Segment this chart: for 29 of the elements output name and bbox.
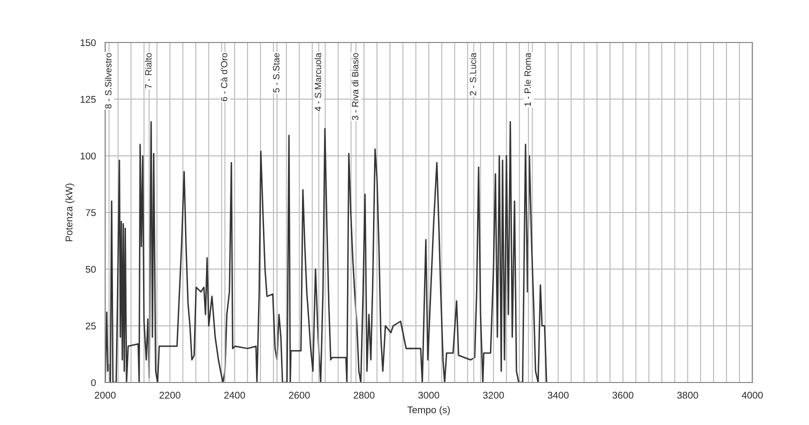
x-tick-label: 2600 bbox=[289, 392, 310, 399]
ref-line-label: 2 - S.Lucia bbox=[470, 52, 476, 96]
y-tick-label: 125 bbox=[80, 96, 96, 103]
x-tick-label: 2000 bbox=[94, 392, 116, 399]
x-axis-title: Tempo (s) bbox=[407, 406, 450, 416]
x-tick-label: 3400 bbox=[548, 392, 569, 399]
ref-line-label: 8 - S.Silvestro bbox=[104, 53, 112, 108]
ref-line-label: 5 - S.Stae bbox=[273, 53, 280, 92]
ref-line-label: 4 - S.Marcuola bbox=[314, 52, 322, 112]
x-tick-label: 3600 bbox=[612, 392, 634, 399]
x-tick-label: 2800 bbox=[354, 392, 374, 399]
x-tick-label: 3000 bbox=[418, 392, 440, 399]
ref-line-label: 7 - Rialto bbox=[144, 53, 152, 88]
y-tick-label: 100 bbox=[80, 152, 96, 160]
x-tick-label: 2200 bbox=[160, 392, 180, 399]
x-tick-label: 3200 bbox=[483, 392, 504, 399]
x-tick-label: 2400 bbox=[224, 392, 246, 399]
y-tick-label: 0 bbox=[91, 379, 96, 386]
y-axis-title: Potenza (kW) bbox=[65, 184, 74, 242]
y-tick-label: 50 bbox=[86, 266, 96, 273]
x-tick-label: 4000 bbox=[742, 392, 763, 399]
ref-line-label: 1 - P.le Roma bbox=[524, 52, 531, 106]
ref-line-label: 3 - Riva di Biasio bbox=[352, 53, 358, 120]
x-tick-label: 3800 bbox=[677, 392, 698, 399]
line-series bbox=[105, 121, 548, 382]
y-tick-label: 75 bbox=[86, 209, 96, 216]
ref-line-label: 6 - Cà d'Oro bbox=[220, 53, 228, 102]
y-tick-label: 25 bbox=[86, 322, 96, 330]
y-tick-label: 150 bbox=[80, 39, 96, 46]
